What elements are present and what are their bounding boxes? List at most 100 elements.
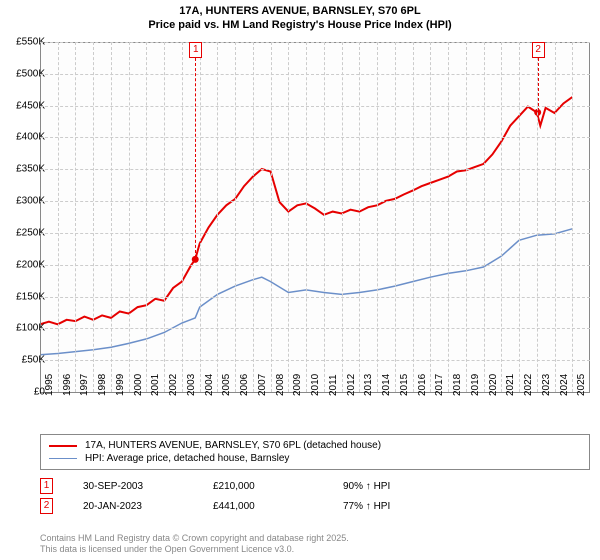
- x-tick-label: 2024: [559, 374, 570, 396]
- plot-area: [40, 42, 590, 392]
- transaction-price: £441,000: [213, 501, 343, 512]
- gridline-h: [40, 137, 590, 138]
- gridline-v: [271, 42, 272, 392]
- plot-svg: [40, 43, 590, 393]
- x-tick-label: 2008: [275, 374, 286, 396]
- title-line2: Price paid vs. HM Land Registry's House …: [0, 18, 600, 32]
- transaction-change: 90% ↑ HPI: [343, 481, 390, 492]
- marker-label: 2: [532, 42, 545, 58]
- legend-label: HPI: Average price, detached house, Barn…: [85, 453, 289, 464]
- gridline-v: [182, 42, 183, 392]
- title-line1: 17A, HUNTERS AVENUE, BARNSLEY, S70 6PL: [0, 4, 600, 18]
- x-tick-label: 2013: [363, 374, 374, 396]
- transaction-change: 77% ↑ HPI: [343, 501, 390, 512]
- x-tick-label: 2009: [292, 374, 303, 396]
- legend: 17A, HUNTERS AVENUE, BARNSLEY, S70 6PL (…: [40, 434, 590, 470]
- x-tick-label: 2016: [417, 374, 428, 396]
- gridline-v: [75, 42, 76, 392]
- gridline-v: [93, 42, 94, 392]
- transaction-table: 130-SEP-2003£210,00090% ↑ HPI220-JAN-202…: [40, 476, 390, 516]
- gridline-h: [40, 74, 590, 75]
- legend-item: 17A, HUNTERS AVENUE, BARNSLEY, S70 6PL (…: [49, 439, 581, 452]
- x-tick-label: 2021: [505, 374, 516, 396]
- transaction-row: 2 20-JAN-2023£441,00077% ↑ HPI: [40, 496, 390, 516]
- gridline-v: [430, 42, 431, 392]
- x-tick-label: 1998: [97, 374, 108, 396]
- gridline-h: [40, 328, 590, 329]
- gridline-v: [235, 42, 236, 392]
- marker-line: [538, 58, 539, 111]
- x-tick-label: 2005: [221, 374, 232, 396]
- gridline-v: [306, 42, 307, 392]
- gridline-v: [466, 42, 467, 392]
- x-tick-label: 2004: [204, 374, 215, 396]
- gridline-v: [395, 42, 396, 392]
- y-tick-label: £50K: [5, 355, 45, 366]
- gridline-v: [448, 42, 449, 392]
- gridline-v: [519, 42, 520, 392]
- x-tick-label: 1997: [79, 374, 90, 396]
- footer-line1: Contains HM Land Registry data © Crown c…: [40, 533, 349, 545]
- chart-title: 17A, HUNTERS AVENUE, BARNSLEY, S70 6PL P…: [0, 0, 600, 33]
- gridline-v: [555, 42, 556, 392]
- legend-item: HPI: Average price, detached house, Barn…: [49, 452, 581, 465]
- gridline-v: [484, 42, 485, 392]
- y-tick-label: £550K: [5, 37, 45, 48]
- x-tick-label: 2001: [150, 374, 161, 396]
- gridline-h: [40, 360, 590, 361]
- transaction-price: £210,000: [213, 481, 343, 492]
- y-tick-label: £450K: [5, 100, 45, 111]
- x-tick-label: 2010: [310, 374, 321, 396]
- transaction-date: 30-SEP-2003: [83, 481, 213, 492]
- x-tick-label: 2025: [576, 374, 587, 396]
- footer-attribution: Contains HM Land Registry data © Crown c…: [40, 533, 349, 556]
- y-tick-label: £250K: [5, 227, 45, 238]
- y-tick-label: £100K: [5, 323, 45, 334]
- y-tick-label: £500K: [5, 68, 45, 79]
- gridline-v: [58, 42, 59, 392]
- x-tick-label: 2014: [381, 374, 392, 396]
- gridline-v: [288, 42, 289, 392]
- gridline-h: [40, 169, 590, 170]
- gridline-v: [146, 42, 147, 392]
- x-tick-label: 2020: [488, 374, 499, 396]
- marker-label: 1: [189, 42, 202, 58]
- gridline-v: [359, 42, 360, 392]
- gridline-v: [253, 42, 254, 392]
- y-tick-label: £300K: [5, 196, 45, 207]
- y-tick-label: £0: [5, 387, 45, 398]
- gridline-v: [501, 42, 502, 392]
- x-tick-label: 2007: [257, 374, 268, 396]
- gridline-v: [200, 42, 201, 392]
- gridline-h: [40, 106, 590, 107]
- x-tick-label: 2011: [328, 374, 339, 396]
- marker-line: [195, 58, 196, 258]
- y-tick-label: £350K: [5, 164, 45, 175]
- x-tick-label: 1995: [44, 374, 55, 396]
- transaction-marker: 2: [40, 498, 53, 514]
- gridline-h: [40, 201, 590, 202]
- x-tick-label: 2017: [434, 374, 445, 396]
- gridline-v: [111, 42, 112, 392]
- gridline-v: [572, 42, 573, 392]
- x-tick-label: 2023: [541, 374, 552, 396]
- x-tick-label: 2018: [452, 374, 463, 396]
- x-tick-label: 2019: [470, 374, 481, 396]
- gridline-h: [40, 42, 590, 43]
- x-tick-label: 2015: [399, 374, 410, 396]
- x-tick-label: 2003: [186, 374, 197, 396]
- gridline-v: [324, 42, 325, 392]
- y-axis: [40, 42, 41, 392]
- x-tick-label: 1999: [115, 374, 126, 396]
- x-tick-label: 2002: [168, 374, 179, 396]
- y-tick-label: £150K: [5, 291, 45, 302]
- gridline-v: [342, 42, 343, 392]
- y-tick-label: £400K: [5, 132, 45, 143]
- gridline-h: [40, 265, 590, 266]
- gridline-v: [413, 42, 414, 392]
- legend-label: 17A, HUNTERS AVENUE, BARNSLEY, S70 6PL (…: [85, 440, 381, 451]
- gridline-h: [40, 233, 590, 234]
- x-tick-label: 2012: [346, 374, 357, 396]
- transaction-date: 20-JAN-2023: [83, 501, 213, 512]
- footer-line2: This data is licensed under the Open Gov…: [40, 544, 349, 556]
